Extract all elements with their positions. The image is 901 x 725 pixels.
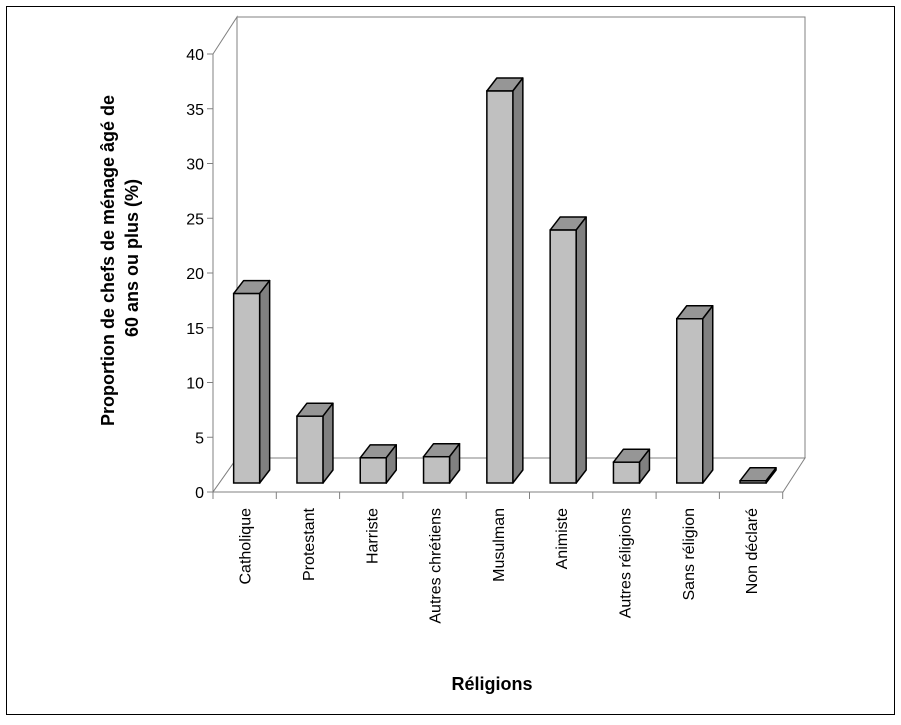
bar (739, 467, 777, 484)
y-tick-label: 35 (186, 102, 204, 119)
bar-front (422, 455, 451, 484)
x-axis: Catholique Protestant Harriste Autres chrét… (212, 491, 784, 624)
bars-group (232, 77, 777, 484)
x-tick-label: Catholique (238, 508, 255, 585)
y-tick-label: 30 (186, 157, 204, 174)
x-tick-label: Sans réligion (681, 508, 698, 601)
bar-side (575, 216, 587, 484)
bar-front (739, 480, 767, 484)
x-tick-label: Animiste (554, 508, 571, 569)
bar (232, 279, 271, 484)
y-tick-label: 5 (195, 430, 204, 447)
bar (486, 77, 524, 484)
x-tick-label: Autres chrétiens (428, 508, 445, 624)
y-tick-label: 25 (186, 211, 204, 228)
bar (422, 442, 461, 484)
bar (359, 444, 397, 484)
bar-side (702, 305, 714, 484)
y-tick-label: 15 (186, 321, 204, 338)
bar-front (612, 461, 641, 484)
x-axis-title: Réligions (451, 674, 532, 694)
bar (676, 305, 714, 484)
bar (549, 216, 587, 484)
x-tick-label: Autres réligions (617, 508, 634, 618)
y-tick-label: 0 (195, 485, 204, 502)
y-axis: 0 5 10 15 20 25 30 35 40 (186, 47, 214, 502)
bar-front (296, 415, 324, 484)
bar-side (322, 402, 334, 484)
bar-front (676, 318, 704, 484)
bar (612, 448, 651, 484)
bar-front (359, 457, 387, 484)
y-tick-label: 40 (186, 47, 204, 64)
bar-front (549, 229, 577, 484)
y-axis-title-line-2: 60 ans ou plus (%) (122, 179, 142, 337)
y-tick-label: 10 (186, 376, 204, 393)
bar (296, 402, 334, 484)
x-tick-label: Protestant (301, 507, 318, 580)
x-tick-label: Musulman (491, 508, 508, 582)
bar-side (512, 77, 524, 484)
bar-front (486, 90, 514, 484)
bar-front (232, 292, 261, 484)
y-axis-title: Proportion de chefs de ménage âgé de 60 … (98, 90, 142, 426)
y-tick-label: 20 (186, 266, 204, 283)
y-axis-title-line-1: Proportion de chefs de ménage âgé de (98, 95, 118, 426)
x-tick-label: Non déclaré (744, 508, 761, 594)
x-tick-label: Harriste (364, 508, 381, 564)
bar-side (258, 279, 271, 484)
